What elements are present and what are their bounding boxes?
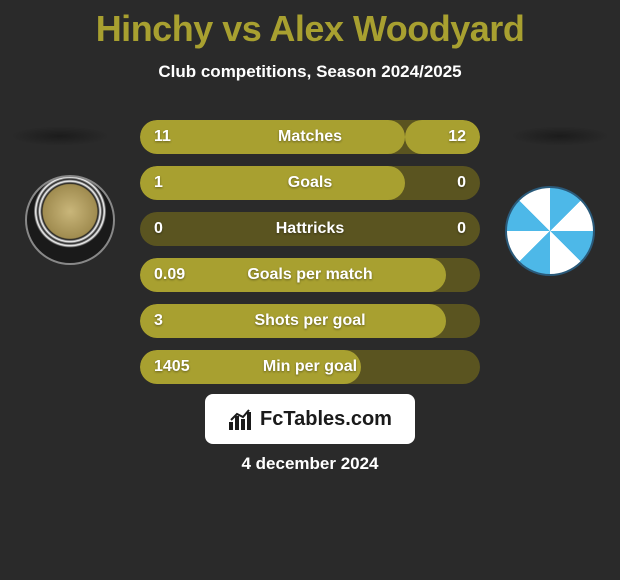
bar-label: Goals per match [140, 266, 480, 284]
stat-bar: 0.09Goals per match [140, 258, 480, 292]
bar-value-right: 0 [457, 220, 466, 238]
stat-bar: 0Hattricks0 [140, 212, 480, 246]
stat-bar: 1Goals0 [140, 166, 480, 200]
club-crest-left [25, 175, 115, 265]
club-crest-right [505, 186, 595, 276]
bar-label: Min per goal [140, 358, 480, 376]
stat-bar: 3Shots per goal [140, 304, 480, 338]
comparison-card: Hinchy vs Alex Woodyard Club competition… [0, 0, 620, 580]
footer-date: 4 december 2024 [0, 454, 620, 474]
subtitle: Club competitions, Season 2024/2025 [0, 62, 620, 82]
player-shadow-left [10, 126, 110, 146]
player-shadow-right [510, 126, 610, 146]
bar-value-right: 12 [448, 128, 466, 146]
comparison-bars: 11Matches121Goals00Hattricks00.09Goals p… [140, 120, 480, 396]
brand-badge: FcTables.com [205, 394, 415, 444]
bar-label: Goals [140, 174, 480, 192]
bar-label: Matches [140, 128, 480, 146]
brand-chart-icon [228, 408, 254, 430]
bar-value-right: 0 [457, 174, 466, 192]
stat-bar: 11Matches12 [140, 120, 480, 154]
bar-label: Shots per goal [140, 312, 480, 330]
brand-text: FcTables.com [260, 408, 392, 431]
stat-bar: 1405Min per goal [140, 350, 480, 384]
page-title: Hinchy vs Alex Woodyard [0, 0, 620, 50]
bar-label: Hattricks [140, 220, 480, 238]
